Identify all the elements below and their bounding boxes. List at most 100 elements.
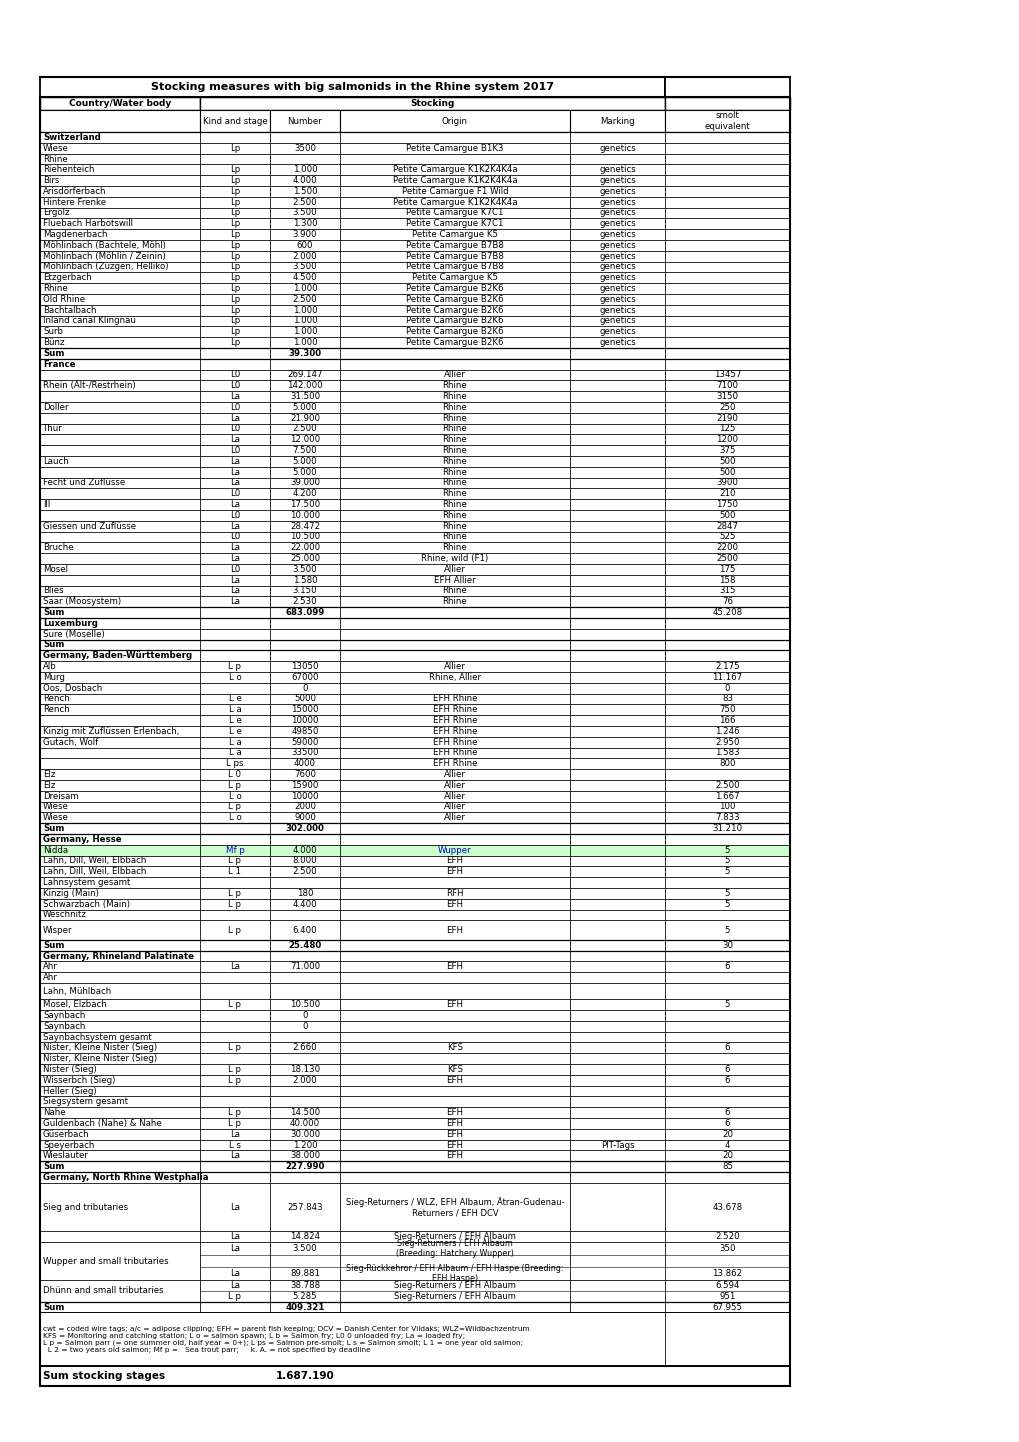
Bar [200, 877, 270, 888]
Text: 15000: 15000 [291, 705, 318, 714]
Bar [200, 867, 270, 877]
Bar [270, 725, 339, 737]
Bar [570, 1043, 664, 1053]
Text: Siegsystem gesamt: Siegsystem gesamt [43, 1097, 128, 1106]
Bar [200, 564, 270, 575]
Bar [664, 888, 790, 898]
Text: 5000: 5000 [293, 695, 316, 704]
Bar [40, 833, 200, 845]
Text: Dhünn and small tributaries: Dhünn and small tributaries [43, 1286, 163, 1295]
Bar [339, 1280, 570, 1302]
Bar [40, 845, 200, 855]
Bar [570, 619, 664, 629]
Bar [664, 747, 790, 758]
Text: 2.175: 2.175 [714, 662, 739, 671]
Bar [339, 218, 570, 229]
Bar [40, 143, 200, 154]
Bar [40, 940, 200, 950]
Bar [270, 1064, 339, 1074]
Bar [570, 143, 664, 154]
Bar [664, 758, 790, 769]
Bar [570, 326, 664, 337]
Bar [200, 467, 270, 477]
Bar [664, 532, 790, 542]
Bar [40, 672, 200, 684]
Bar [40, 1172, 200, 1182]
Text: Sieg-Returners / EFH Albaum: Sieg-Returners / EFH Albaum [393, 1280, 516, 1291]
Text: Saynbach: Saynbach [43, 1011, 86, 1019]
Bar [270, 972, 339, 983]
Text: Lp: Lp [229, 274, 239, 283]
Bar [270, 186, 339, 196]
Bar [270, 1182, 339, 1231]
Text: L p: L p [228, 1076, 242, 1084]
Text: Marking: Marking [599, 117, 634, 125]
Bar [339, 154, 570, 164]
Text: L e: L e [228, 717, 242, 725]
Text: Rhine: Rhine [442, 381, 467, 391]
Text: Guldenbach (Nahe) & Nahe: Guldenbach (Nahe) & Nahe [43, 1119, 162, 1128]
Bar [200, 962, 270, 972]
Bar [570, 391, 664, 402]
Bar [570, 950, 664, 962]
Text: 20: 20 [721, 1129, 733, 1139]
Text: 2190: 2190 [716, 414, 738, 423]
Text: Sieg-Returners / EFH Albaum: Sieg-Returners / EFH Albaum [393, 1233, 516, 1242]
Bar [339, 359, 570, 369]
Bar [339, 510, 570, 521]
Bar [200, 251, 270, 261]
Bar [570, 218, 664, 229]
Bar [664, 684, 790, 694]
Bar [664, 208, 790, 218]
Bar [200, 1053, 270, 1064]
Bar [339, 833, 570, 845]
Bar [40, 337, 200, 348]
Bar [664, 585, 790, 597]
Bar [664, 597, 790, 607]
Bar [270, 229, 339, 239]
Bar [339, 725, 570, 737]
Text: genetics: genetics [598, 327, 635, 336]
Text: L o: L o [228, 673, 242, 682]
Text: Nahe: Nahe [43, 1107, 65, 1118]
Bar [664, 1031, 790, 1043]
Bar [270, 780, 339, 790]
Bar [664, 629, 790, 640]
Bar [570, 1242, 664, 1280]
Bar [339, 196, 570, 208]
Bar [40, 564, 200, 575]
Text: Wupper and small tributaries: Wupper and small tributaries [43, 1256, 168, 1266]
Bar [40, 1280, 200, 1302]
Bar [270, 402, 339, 412]
Bar [664, 812, 790, 823]
Bar [570, 715, 664, 725]
Bar [570, 1031, 664, 1043]
Text: Lahn, Mühlbach: Lahn, Mühlbach [43, 986, 111, 995]
Bar [570, 521, 664, 532]
Text: EFH Rhine: EFH Rhine [432, 727, 477, 735]
Bar [200, 143, 270, 154]
Text: Schwarzbach (Main): Schwarzbach (Main) [43, 900, 129, 908]
Bar [664, 802, 790, 812]
Bar [339, 1161, 570, 1172]
Bar [664, 1009, 790, 1021]
Bar [570, 424, 664, 434]
Bar [270, 154, 339, 164]
Text: Wiese: Wiese [43, 813, 69, 822]
Bar [200, 1118, 270, 1129]
Bar [200, 218, 270, 229]
Bar [200, 747, 270, 758]
Bar [40, 218, 200, 229]
Bar [200, 186, 270, 196]
Text: La: La [229, 1203, 239, 1211]
Text: 30: 30 [721, 940, 733, 950]
Text: 600: 600 [297, 241, 313, 249]
Text: Allier: Allier [443, 792, 466, 800]
Bar [40, 229, 200, 239]
Bar [270, 521, 339, 532]
Text: 2847: 2847 [715, 522, 738, 531]
Bar [664, 97, 790, 110]
Text: Lp: Lp [229, 262, 239, 271]
Text: 1.246: 1.246 [714, 727, 739, 735]
Text: 1.580: 1.580 [292, 575, 317, 584]
